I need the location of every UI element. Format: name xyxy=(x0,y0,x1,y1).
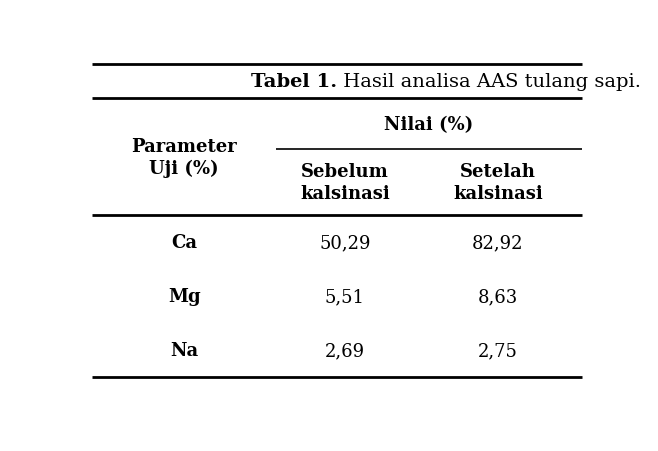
Text: Hasil analisa AAS tulang sapi.: Hasil analisa AAS tulang sapi. xyxy=(338,73,642,91)
Text: Ca: Ca xyxy=(171,234,197,252)
Text: Setelah
kalsinasi: Setelah kalsinasi xyxy=(453,162,543,202)
Text: 2,69: 2,69 xyxy=(325,341,365,359)
Text: 50,29: 50,29 xyxy=(319,234,370,252)
Text: Mg: Mg xyxy=(168,287,201,305)
Text: 2,75: 2,75 xyxy=(478,341,518,359)
Text: Sebelum
kalsinasi: Sebelum kalsinasi xyxy=(300,162,390,202)
Text: Parameter
Uji (%): Parameter Uji (%) xyxy=(132,137,237,178)
Text: Tabel 1.: Tabel 1. xyxy=(251,73,338,91)
Text: 8,63: 8,63 xyxy=(478,287,518,305)
Text: 5,51: 5,51 xyxy=(325,287,365,305)
Text: Nilai (%): Nilai (%) xyxy=(384,115,474,133)
Text: 82,92: 82,92 xyxy=(472,234,524,252)
Text: Na: Na xyxy=(170,341,198,359)
